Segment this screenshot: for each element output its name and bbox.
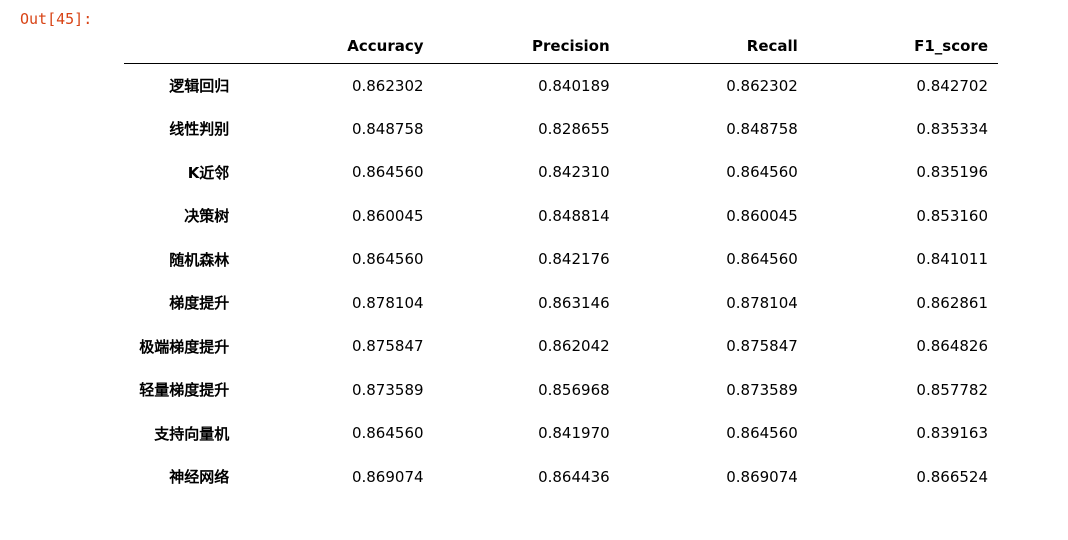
table-row: 梯度提升 0.878104 0.863146 0.878104 0.862861 — [124, 281, 998, 325]
cell-accuracy: 0.864560 — [351, 250, 424, 269]
row-label: 线性判别 — [169, 120, 230, 139]
cell-accuracy: 0.864560 — [351, 163, 424, 182]
cell-recall: 0.864560 — [726, 424, 798, 443]
cell-accuracy: 0.862302 — [351, 76, 424, 95]
row-label: 极端梯度提升 — [139, 337, 230, 356]
table-row: 决策树 0.860045 0.848814 0.860045 0.853160 — [124, 194, 998, 238]
table-row: 支持向量机 0.864560 0.841970 0.864560 0.83916… — [124, 412, 998, 456]
cell-f1-score: 0.839163 — [916, 424, 988, 443]
cell-precision: 0.840189 — [538, 76, 610, 95]
cell-f1-score: 0.835334 — [916, 119, 988, 138]
cell-precision: 0.842310 — [538, 163, 610, 182]
cell-accuracy: 0.864560 — [351, 424, 424, 443]
cell-accuracy: 0.875847 — [351, 337, 424, 356]
row-label: 支持向量机 — [154, 424, 230, 443]
row-label: 梯度提升 — [169, 294, 230, 313]
column-header-f1-score: F1_score — [914, 36, 988, 55]
cell-accuracy: 0.860045 — [351, 206, 424, 225]
cell-precision: 0.863146 — [538, 293, 610, 312]
cell-f1-score: 0.862861 — [916, 293, 988, 312]
table-body: 逻辑回归 0.862302 0.840189 0.862302 0.842702… — [124, 64, 998, 499]
cell-recall: 0.864560 — [726, 250, 798, 269]
cell-recall: 0.878104 — [726, 293, 798, 312]
table-row: 极端梯度提升 0.875847 0.862042 0.875847 0.8648… — [124, 325, 998, 369]
table-row: 逻辑回归 0.862302 0.840189 0.862302 0.842702 — [124, 64, 998, 108]
cell-accuracy: 0.878104 — [351, 293, 424, 312]
cell-recall: 0.873589 — [726, 380, 798, 399]
row-label: K近邻 — [187, 163, 230, 182]
table-row: 线性判别 0.848758 0.828655 0.848758 0.835334 — [124, 107, 998, 151]
table-row: K近邻 0.864560 0.842310 0.864560 0.835196 — [124, 151, 998, 195]
cell-recall: 0.862302 — [726, 76, 798, 95]
table-row: 随机森林 0.864560 0.842176 0.864560 0.841011 — [124, 238, 998, 282]
cell-precision: 0.842176 — [538, 250, 610, 269]
cell-f1-score: 0.842702 — [916, 76, 988, 95]
cell-recall: 0.848758 — [726, 119, 798, 138]
cell-precision: 0.862042 — [538, 337, 610, 356]
cell-precision: 0.841970 — [538, 424, 610, 443]
row-label: 神经网络 — [169, 468, 230, 487]
table-header: Accuracy Precision Recall F1_score — [124, 28, 998, 64]
table-row: 神经网络 0.869074 0.864436 0.869074 0.866524 — [124, 455, 998, 499]
cell-precision: 0.864436 — [538, 467, 610, 486]
cell-recall: 0.864560 — [726, 163, 798, 182]
cell-accuracy: 0.869074 — [351, 467, 424, 486]
cell-f1-score: 0.866524 — [916, 467, 988, 486]
cell-precision: 0.848814 — [538, 206, 610, 225]
column-header-precision: Precision — [532, 36, 610, 55]
cell-accuracy: 0.873589 — [351, 380, 424, 399]
cell-f1-score: 0.835196 — [916, 163, 988, 182]
output-prompt: Out[45]: — [20, 10, 93, 28]
row-label: 随机森林 — [169, 250, 230, 269]
cell-f1-score: 0.864826 — [916, 337, 988, 356]
header-row: Accuracy Precision Recall F1_score — [124, 28, 998, 64]
cell-f1-score: 0.857782 — [916, 380, 988, 399]
index-header — [124, 28, 239, 64]
cell-precision: 0.828655 — [538, 119, 610, 138]
cell-recall: 0.860045 — [726, 206, 798, 225]
results-dataframe: Accuracy Precision Recall F1_score 逻辑回归 … — [124, 28, 998, 499]
column-header-accuracy: Accuracy — [347, 36, 424, 55]
cell-recall: 0.875847 — [726, 337, 798, 356]
cell-f1-score: 0.853160 — [916, 206, 988, 225]
row-label: 逻辑回归 — [169, 77, 230, 95]
row-label: 轻量梯度提升 — [139, 381, 230, 400]
row-label: 决策树 — [184, 207, 230, 226]
cell-precision: 0.856968 — [538, 380, 610, 399]
cell-accuracy: 0.848758 — [351, 119, 424, 138]
cell-f1-score: 0.841011 — [916, 250, 988, 269]
column-header-recall: Recall — [746, 36, 798, 55]
cell-recall: 0.869074 — [726, 467, 798, 486]
table-row: 轻量梯度提升 0.873589 0.856968 0.873589 0.8577… — [124, 368, 998, 412]
